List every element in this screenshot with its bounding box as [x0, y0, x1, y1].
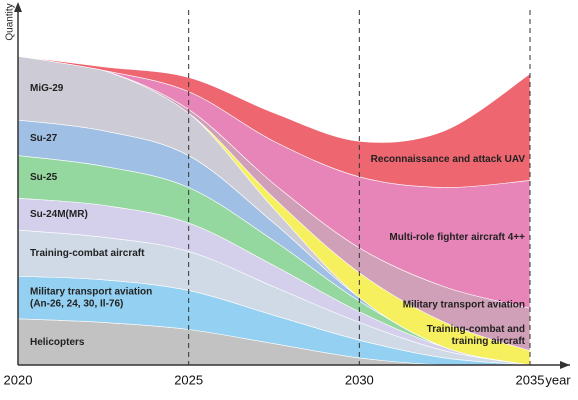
y-axis-arrow [14, 2, 22, 12]
series-label-line: Su-25 [30, 171, 58, 182]
x-tick-label: 2025 [174, 372, 203, 387]
series-label: Su-25 [30, 171, 58, 182]
series-label-line: Training-combat aircraft [30, 248, 145, 259]
x-axis-label: year [545, 372, 571, 387]
series-label-line: Su-24M(MR) [30, 209, 88, 220]
series-label-line: training aircraft [452, 335, 526, 346]
series-label: Training-combat and training aircraft [427, 323, 526, 346]
x-axis-arrow [560, 361, 570, 369]
series-label-line: Training-combat and [427, 323, 525, 334]
y-axis-label: Quantity [5, 3, 16, 40]
series-label: Helicopters [30, 337, 85, 348]
series-label: Military transport aviation [403, 299, 525, 310]
series-label-line: Helicopters [30, 337, 85, 348]
series-label: Su-27 [30, 132, 58, 143]
series-label-line: Military transport aviation [403, 299, 525, 310]
series-label-line: Multi-role fighter aircraft 4++ [389, 232, 525, 243]
series-label: Multi-role fighter aircraft 4++ [389, 232, 525, 243]
series-label-line: Reconnaissance and attack UAV [371, 154, 526, 165]
x-tick-label: 2035 [516, 372, 545, 387]
x-tick-label: 2030 [345, 372, 374, 387]
series-label-line: Military transport aviation [30, 286, 152, 297]
series-label: Reconnaissance and attack UAV [371, 154, 526, 165]
x-tick-label: 2020 [4, 372, 33, 387]
series-label: Su-24M(MR) [30, 209, 88, 220]
series-label-line: MiG-29 [30, 83, 64, 94]
series-label: Military transport aviation (An-26, 24, 3… [30, 286, 152, 309]
series-label-line: Su-27 [30, 132, 58, 143]
series-label-line: (An-26, 24, 30, Il-76) [30, 298, 123, 309]
areas [17, 55, 531, 366]
series-label: MiG-29 [30, 83, 64, 94]
series-label: Training-combat aircraft [30, 248, 145, 259]
